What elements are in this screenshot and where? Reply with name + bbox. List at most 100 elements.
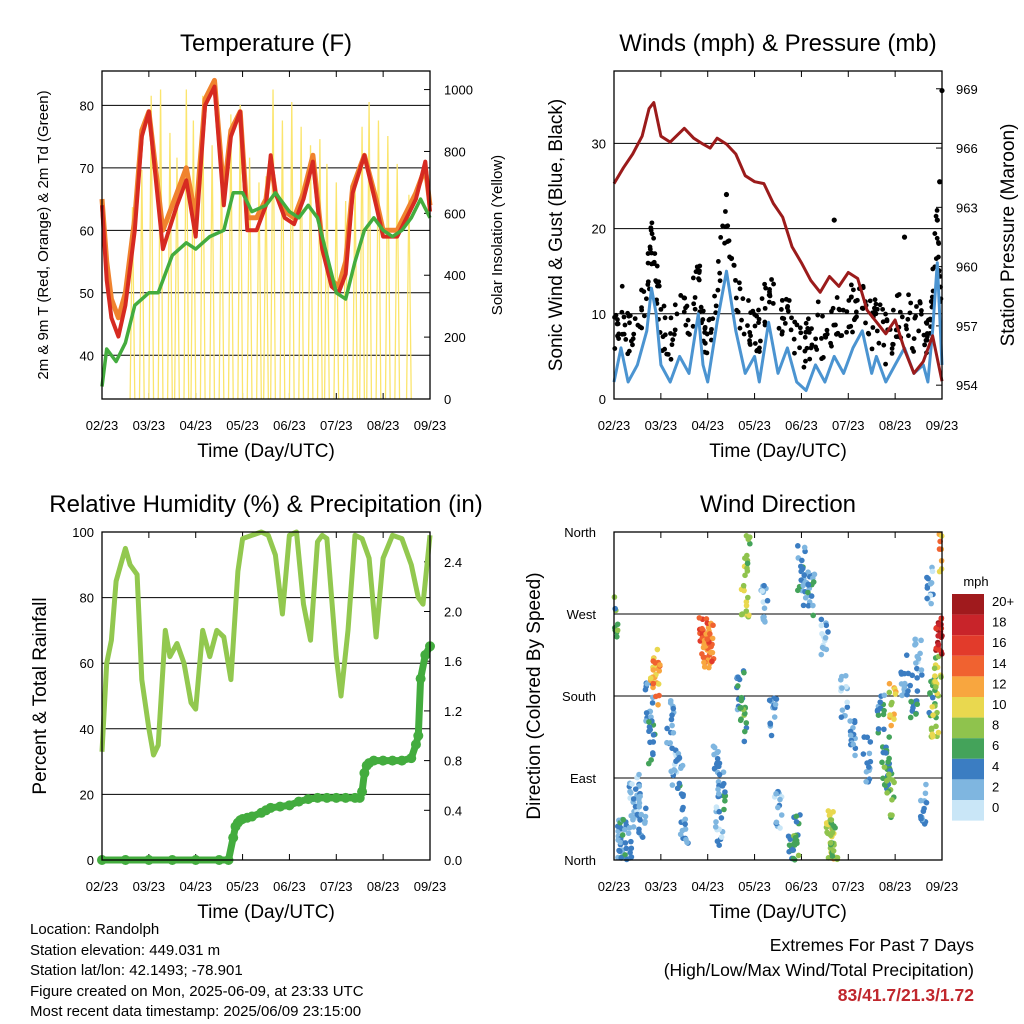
x-tick-label: 06/23 — [273, 418, 306, 433]
wind-direction-point — [805, 602, 812, 609]
wind-direction-point — [704, 636, 711, 642]
wind-direction-point — [766, 697, 773, 704]
wind-direction-point — [938, 674, 944, 680]
legend-swatch — [952, 800, 984, 821]
wind-direction-point — [886, 771, 892, 778]
wind-direction-point — [828, 817, 835, 823]
y-axis-label: 2m & 9m T (Red, Orange) & 2m Td (Green) — [35, 90, 52, 379]
gust-point — [690, 323, 696, 329]
wind-direction-point — [761, 582, 767, 589]
y2-tick-label: 963 — [956, 200, 978, 215]
x-tick-label: 03/23 — [133, 418, 166, 433]
gust-point — [712, 293, 717, 299]
wind-direction-point — [903, 652, 910, 658]
y2-tick-label: 957 — [956, 319, 978, 334]
wind-direction-point — [805, 569, 811, 576]
gust-point — [890, 341, 896, 347]
wind-direction-point — [924, 585, 931, 591]
gust-point — [735, 309, 741, 315]
gust-point — [911, 336, 917, 342]
gust-point — [884, 318, 890, 324]
wind-direction-point — [706, 664, 712, 671]
wind-direction-point — [778, 812, 785, 818]
x-tick-label: 07/23 — [832, 879, 865, 894]
wind-direction-point — [719, 783, 726, 789]
wind-direction-point — [638, 811, 645, 818]
gust-point — [805, 326, 811, 331]
gust-point — [918, 308, 924, 313]
wind-direction-point — [918, 815, 924, 822]
gust-point — [740, 296, 746, 302]
legend-label: 4 — [992, 759, 999, 774]
wind-direction-point — [799, 557, 805, 564]
wind-direction-point — [847, 718, 853, 724]
y-tick-label: 20 — [592, 222, 606, 237]
gust-point — [737, 325, 743, 331]
wind-direction-point — [877, 699, 884, 705]
wind-direction-point — [810, 612, 816, 619]
gust-point — [731, 263, 737, 268]
wind-direction-point — [886, 734, 893, 740]
y-tick-label: 40 — [80, 348, 94, 363]
gust-point — [850, 287, 856, 293]
legend-swatch — [952, 738, 984, 759]
gust-point — [797, 325, 803, 331]
y-tick-label: South — [562, 689, 596, 704]
x-tick-label: 06/23 — [785, 879, 818, 894]
wind-direction-point — [617, 839, 624, 846]
gust-point — [752, 323, 758, 329]
wind-direction-point — [735, 674, 741, 680]
gust-point — [851, 317, 857, 323]
gust-point — [781, 316, 787, 322]
gust-point — [933, 213, 939, 219]
gust-point — [819, 336, 824, 341]
gust-point — [713, 310, 719, 316]
gust-point — [639, 307, 645, 313]
wind-direction-point — [764, 597, 771, 604]
x-tick-label: 02/23 — [598, 418, 631, 433]
wind-direction-point — [793, 837, 800, 844]
precip-point — [420, 650, 431, 660]
gust-point — [785, 304, 791, 309]
gust-point — [863, 320, 868, 326]
wind-direction-point — [744, 560, 751, 567]
x-tick-label: 04/23 — [691, 879, 724, 894]
gust-point — [880, 319, 886, 325]
precip-point — [378, 755, 389, 766]
x-tick-label: 05/23 — [226, 879, 259, 894]
gust-point — [632, 316, 638, 322]
gust-point — [936, 254, 941, 260]
wind-direction-point — [656, 692, 662, 699]
legend-label: 20+ — [992, 594, 1014, 609]
wind-direction-point — [679, 827, 686, 834]
y2-tick-label: 969 — [956, 82, 978, 97]
wind-direction-point — [655, 702, 661, 708]
y2-tick-label: 960 — [956, 260, 978, 275]
gust-point — [762, 305, 768, 311]
gust-point — [922, 342, 928, 348]
wind-direction-point — [914, 675, 920, 681]
gust-point — [815, 299, 821, 305]
extremes-title: Extremes For Past 7 Days — [769, 935, 974, 955]
gust-point — [654, 279, 659, 285]
wind-direction-point — [826, 812, 833, 819]
temperature-panel: Temperature (F) 02/23 03/23 04/23 05/23 06/23… — [35, 30, 506, 462]
gust-point — [844, 309, 850, 315]
gust-point — [704, 331, 710, 337]
wind-direction-point — [799, 565, 806, 572]
wind-direction-point — [707, 631, 713, 637]
y2-tick-label: 0 — [444, 392, 451, 407]
series-pressure — [612, 101, 944, 382]
legend-label: 16 — [992, 635, 1006, 650]
wind-direction-point — [860, 751, 867, 757]
precip-point — [413, 730, 424, 741]
gust-point — [616, 331, 622, 337]
gust-point — [662, 346, 668, 352]
gust-point — [717, 278, 723, 284]
wind-direction-point — [637, 793, 643, 800]
gust-point — [619, 309, 625, 315]
latlon-text: Station lat/lon: 42.1493; -78.901 — [30, 962, 243, 980]
gust-point — [737, 286, 743, 292]
y-axis-label: Direction (Colored By Speed) — [524, 572, 545, 819]
wind-direction-point — [715, 748, 721, 755]
